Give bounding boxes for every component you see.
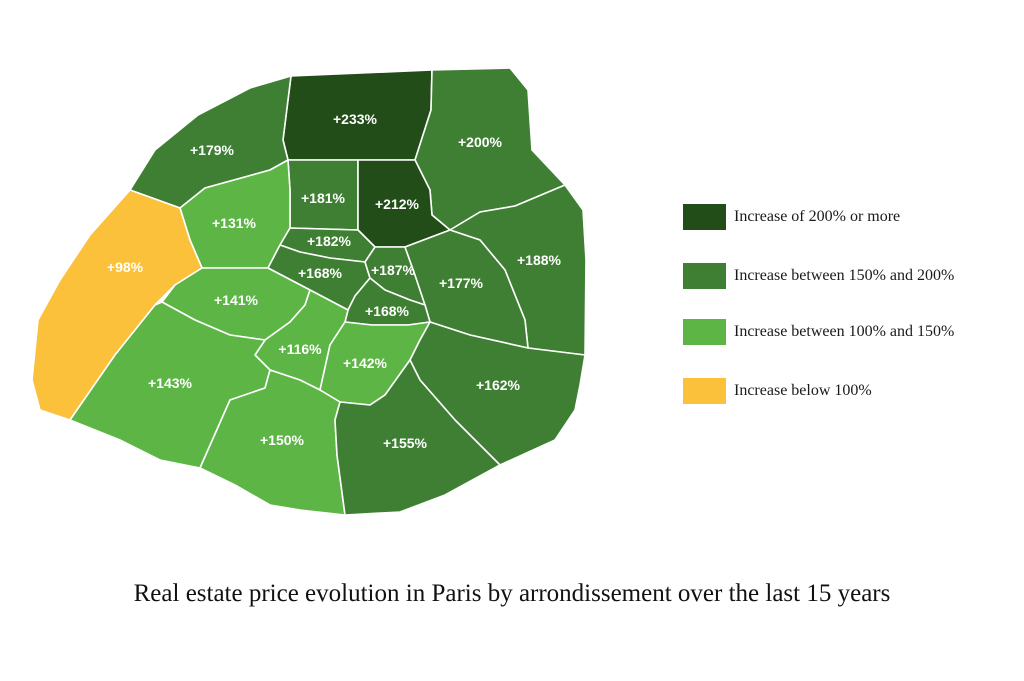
legend-swatch-light (683, 319, 726, 345)
arrondissement-3-label: +187% (371, 262, 416, 278)
legend-item-dark: Increase of 200% or more (683, 202, 900, 232)
arrondissement-12-label: +162% (476, 377, 521, 393)
arrondissement-20-label: +188% (517, 252, 562, 268)
arrondissement-2-label: +182% (307, 233, 352, 249)
arrondissement-8-label: +131% (212, 215, 257, 231)
legend-label-yellow: Increase below 100% (734, 382, 872, 399)
arrondissement-7-label: +141% (214, 292, 259, 308)
arrondissement-18-label: +233% (333, 111, 378, 127)
arrondissement-10-label: +212% (375, 196, 420, 212)
arrondissement-13 (334, 359, 501, 516)
legend-label-medium: Increase between 150% and 200% (734, 267, 955, 284)
arrondissement-13-label: +155% (383, 435, 428, 451)
arrondissement-19-label: +200% (458, 134, 503, 150)
arrondissement-16-label: +98% (107, 259, 144, 275)
arrondissement-1-label: +168% (298, 265, 343, 281)
legend-item-yellow: Increase below 100% (683, 376, 872, 406)
arrondissement-17-label: +179% (190, 142, 235, 158)
arrondissement-11-label: +177% (439, 275, 484, 291)
legend-swatch-dark (683, 204, 726, 230)
legend-label-dark: Increase of 200% or more (734, 208, 901, 225)
arrondissement-14 (199, 369, 346, 516)
legend-swatch-yellow (683, 378, 726, 404)
map-caption: Real estate price evolution in Paris by … (133, 580, 891, 607)
arrondissement-15-label: +143% (148, 375, 193, 391)
arrondissement-14-label: +150% (260, 432, 305, 448)
arrondissement-9-label: +181% (301, 190, 346, 206)
legend-item-medium: Increase between 150% and 200% (683, 261, 954, 291)
arrondissement-5-label: +142% (343, 355, 388, 371)
legend-swatch-medium (683, 263, 726, 289)
arrondissement-4-label: +168% (365, 303, 410, 319)
legend-item-light: Increase between 100% and 150% (683, 317, 954, 347)
arrondissement-6-label: +116% (278, 341, 322, 357)
legend-label-light: Increase between 100% and 150% (734, 323, 955, 340)
